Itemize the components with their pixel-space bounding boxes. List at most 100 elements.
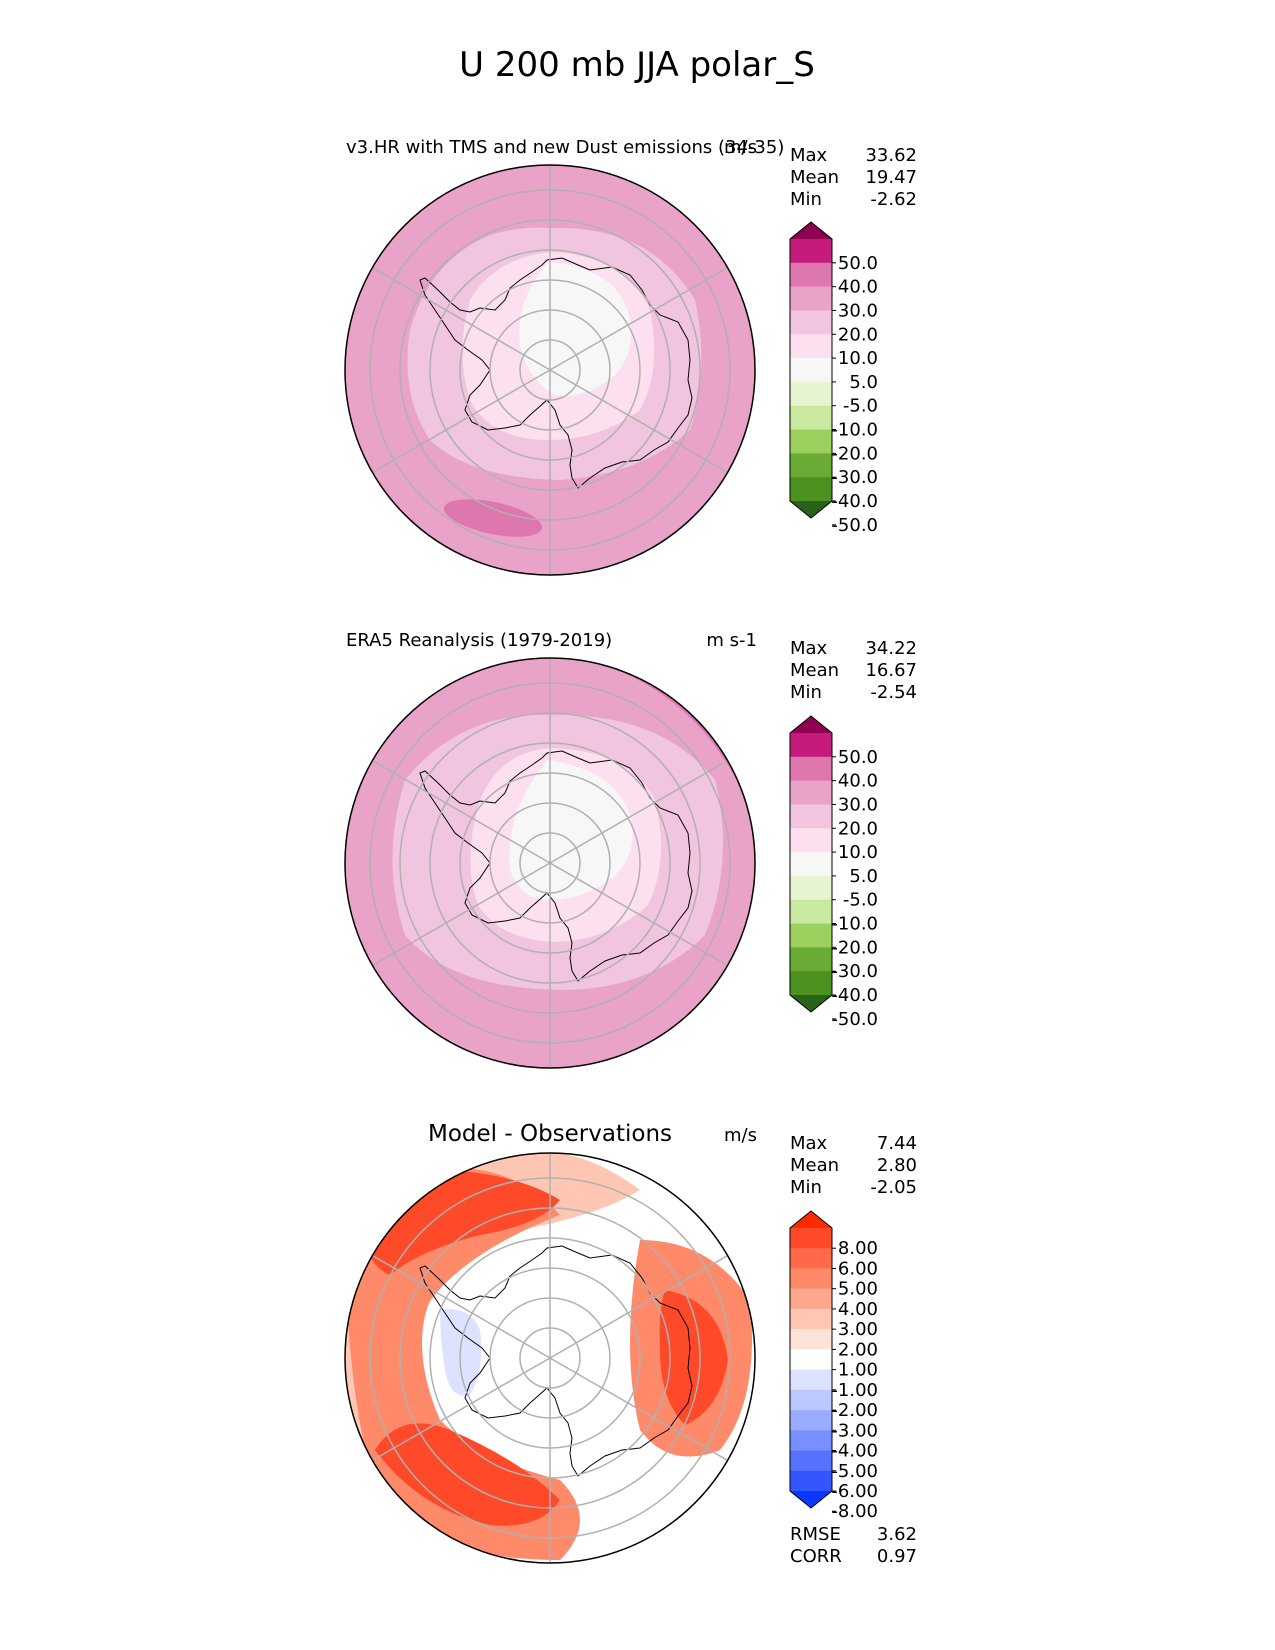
colorbar-tick-label: 3.00 bbox=[838, 1319, 878, 1340]
stat-rmse-label: RMSE bbox=[790, 1524, 841, 1545]
stat-mean-label: Mean bbox=[790, 167, 839, 188]
colorbar-tick-label: -5.0 bbox=[843, 890, 878, 911]
stat-mean-value: 19.47 bbox=[865, 167, 917, 188]
panel-observations: ERA5 Reanalysis (1979-2019) m s-1 Max 34… bbox=[344, 630, 917, 1069]
colorbar-segment bbox=[790, 756, 832, 782]
colorbar-tick-label: 5.0 bbox=[849, 866, 878, 887]
panel-title: ERA5 Reanalysis (1979-2019) bbox=[346, 630, 612, 651]
colorbar-tick-label: 10.0 bbox=[838, 348, 878, 369]
graticule bbox=[367, 658, 733, 1068]
stat-corr-label: CORR bbox=[790, 1546, 842, 1567]
colorbar-segment bbox=[790, 239, 832, 264]
colorbar-tick-label: -40.0 bbox=[831, 985, 878, 1006]
colorbar-segment bbox=[790, 1308, 832, 1330]
stat-mean-value: 2.80 bbox=[877, 1155, 917, 1176]
colorbar-segment bbox=[790, 1329, 832, 1350]
stat-mean-label: Mean bbox=[790, 660, 839, 681]
colorbar-tick-label: 5.0 bbox=[849, 372, 878, 393]
colorbar-segment bbox=[790, 923, 832, 948]
colorbar-segment bbox=[790, 286, 832, 312]
colorbar-tick-label: 2.00 bbox=[838, 1339, 878, 1360]
stat-max-value: 7.44 bbox=[877, 1133, 917, 1154]
map-boundary bbox=[344, 164, 756, 576]
contour-5-8 bbox=[375, 1423, 560, 1526]
stat-max-value: 34.22 bbox=[865, 638, 917, 659]
colorbar-segment bbox=[790, 733, 832, 758]
colorbar-segment bbox=[790, 828, 832, 853]
colorbar-tick-label: -20.0 bbox=[831, 443, 878, 464]
colorbar-extend-min bbox=[790, 1491, 832, 1508]
colorbar-tick-label: -30.0 bbox=[831, 961, 878, 982]
colorbar: 8.006.005.004.003.002.001.00-1.00-2.00-3… bbox=[789, 1210, 878, 1522]
polar-map bbox=[345, 165, 755, 575]
colorbar-tick-label: 50.0 bbox=[838, 747, 878, 768]
graticule bbox=[367, 1153, 733, 1563]
colorbar-tick-label: 20.0 bbox=[838, 818, 878, 839]
figure-title: U 200 mb JJA polar_S bbox=[459, 45, 815, 85]
colorbar-tick-label: 30.0 bbox=[838, 300, 878, 321]
colorbar-tick-label: -3.00 bbox=[831, 1420, 878, 1441]
colorbar-tick-label: 40.0 bbox=[838, 277, 878, 298]
stat-max-label: Max bbox=[790, 145, 828, 166]
colorbar-segment bbox=[790, 1349, 832, 1371]
colorbar-tick-label: 20.0 bbox=[838, 324, 878, 345]
colorbar-tick-label: -30.0 bbox=[831, 467, 878, 488]
stat-max-label: Max bbox=[790, 1133, 828, 1154]
colorbar-tick-label: -5.00 bbox=[831, 1461, 878, 1482]
stat-min-value: -2.54 bbox=[870, 682, 917, 703]
colorbar-segment bbox=[790, 1430, 832, 1452]
colorbar-tick-label: -5.0 bbox=[843, 396, 878, 417]
graticule bbox=[367, 165, 733, 575]
colorbar-segment bbox=[790, 405, 832, 431]
colorbar-segment bbox=[790, 358, 832, 383]
colorbar-segment bbox=[790, 1389, 832, 1411]
colorbar-segment bbox=[790, 334, 832, 359]
colorbar-segment bbox=[790, 477, 832, 502]
colorbar-tick-label: -10.0 bbox=[831, 420, 878, 441]
stats-block: Max 7.44 Mean 2.80 Min -2.05 bbox=[790, 1133, 917, 1198]
stat-min-label: Min bbox=[790, 682, 822, 703]
colorbar-tick-label: 4.00 bbox=[838, 1299, 878, 1320]
stats-block: Max 33.62 Mean 19.47 Min -2.62 bbox=[790, 145, 917, 210]
contour-minus5-5 bbox=[509, 760, 633, 900]
colorbar-tick-label: 10.0 bbox=[838, 842, 878, 863]
colorbar-tick-label: -40.0 bbox=[831, 491, 878, 512]
stat-min-label: Min bbox=[790, 189, 822, 210]
map-boundary bbox=[344, 657, 756, 1069]
stat-min-label: Min bbox=[790, 1177, 822, 1198]
colorbar-segment bbox=[790, 1410, 832, 1431]
colorbar-tick-label: -2.00 bbox=[831, 1400, 878, 1421]
stat-max-value: 33.62 bbox=[865, 145, 917, 166]
colorbar-segment bbox=[790, 899, 832, 925]
contour-5-8 bbox=[659, 1290, 728, 1425]
panel-title: v3.HR with TMS and new Dust emissions (3… bbox=[346, 137, 784, 158]
panel-units: m/s bbox=[724, 1125, 757, 1146]
stat-min-value: -2.05 bbox=[870, 1177, 917, 1198]
colorbar-extend-max bbox=[790, 716, 832, 733]
colorbar-segment bbox=[790, 381, 832, 407]
contour-30-40 bbox=[443, 499, 543, 537]
stat-mean-label: Mean bbox=[790, 1155, 839, 1176]
colorbar-segment bbox=[790, 875, 832, 901]
colorbar-tick-label: -10.0 bbox=[831, 914, 878, 935]
colorbar-tick-label: 5.00 bbox=[838, 1279, 878, 1300]
colorbar-segment bbox=[790, 971, 832, 996]
colorbar-segment bbox=[790, 1268, 832, 1290]
colorbar-segment bbox=[790, 262, 832, 288]
stat-mean-value: 16.67 bbox=[865, 660, 917, 681]
colorbar-tick-label: 6.00 bbox=[838, 1258, 878, 1279]
colorbar-tick-label: 50.0 bbox=[838, 253, 878, 274]
colorbar-tick-label: 40.0 bbox=[838, 771, 878, 792]
colorbar-segment bbox=[790, 780, 832, 806]
colorbar-segment bbox=[790, 1288, 832, 1310]
panel-title: Model - Observations bbox=[428, 1121, 672, 1147]
colorbar: 50.0 40.030.0 20.0 10.0 5.0 -5.0 -10.0-20.0 -30… bbox=[789, 221, 878, 536]
colorbar-tick-label: -20.0 bbox=[831, 937, 878, 958]
colorbar-extend-min bbox=[790, 501, 832, 518]
colorbar-extend-min bbox=[790, 995, 832, 1012]
colorbar-tick-label: 1.00 bbox=[838, 1360, 878, 1381]
colorbar-tick-label: 8.00 bbox=[838, 1238, 878, 1259]
panel-units: m s-1 bbox=[706, 630, 757, 651]
contour-minus5-5 bbox=[519, 262, 632, 396]
